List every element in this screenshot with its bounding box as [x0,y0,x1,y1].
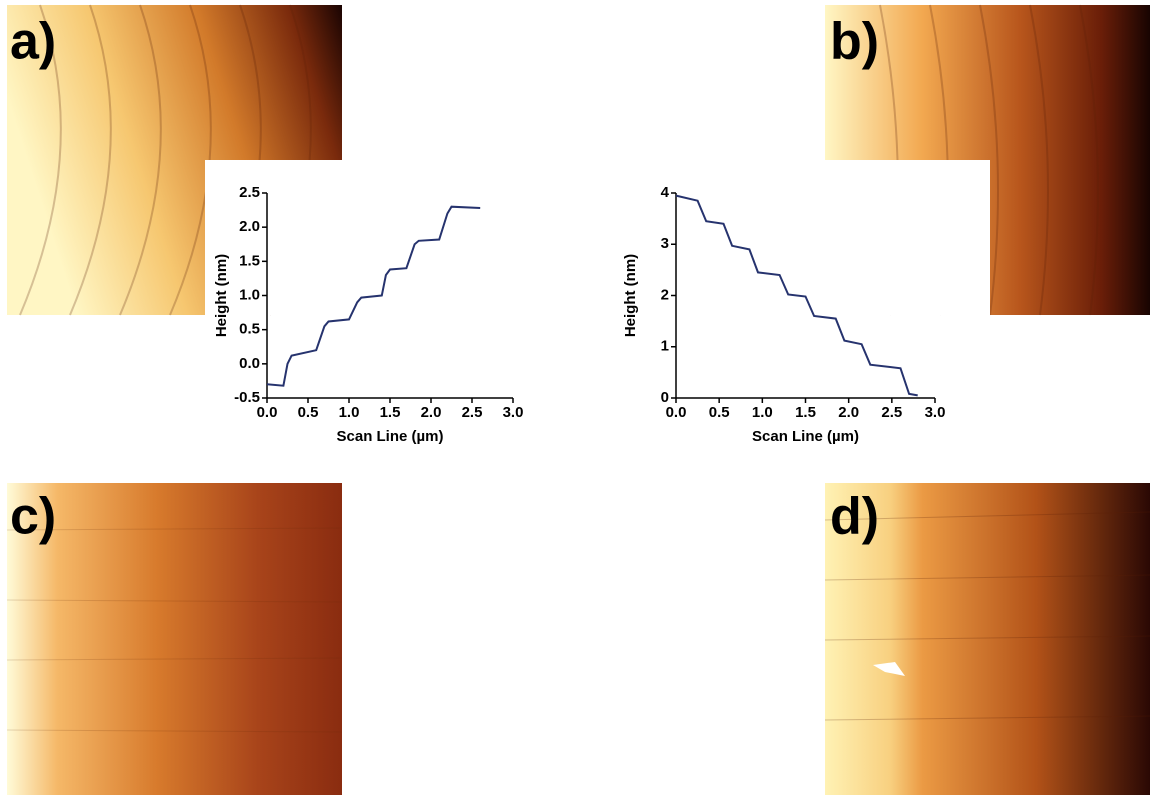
panel-label: a) [10,13,56,71]
bright-spot [873,662,905,676]
inset-background [825,160,990,315]
x-tick-label: 2.0 [838,404,859,421]
x-tick-label: 1.5 [795,404,816,421]
profile-line [675,194,918,397]
x-tick-label: 0.0 [257,404,278,421]
y-tick-label: 1 [661,338,669,355]
y-tick-label: 0.0 [239,355,260,372]
y-tick-label: 2.0 [239,218,260,235]
y-tick-label: 0.5 [239,321,260,338]
x-tick-label: 0.5 [709,404,730,421]
afm-image-d [824,483,1151,795]
y-tick-label: 3 [661,235,669,252]
y-tick-label: 0 [661,389,669,406]
x-tick-label: 1.0 [752,404,773,421]
x-tick-label: 2.5 [881,404,902,421]
x-tick-label: 0.5 [298,404,319,421]
x-tick-label: 1.0 [339,404,360,421]
panel-label: d) [830,488,879,546]
x-tick-label: 1.5 [380,404,401,421]
x-tick-label: 3.0 [925,404,946,421]
x-tick-label: 2.5 [462,404,483,421]
panel-label: b) [830,13,879,71]
y-tick-label: 2 [661,286,669,303]
afm-image-c [6,483,343,795]
y-tick-label: 4 [661,184,670,201]
x-tick-label: 2.0 [421,404,442,421]
y-axis-title: Height (nm) [622,254,639,337]
y-tick-label: 2.5 [239,184,260,201]
x-tick-label: 0.0 [666,404,687,421]
y-axis-title: Height (nm) [213,254,230,337]
y-tick-label: 1.5 [239,252,260,269]
inset-background [205,160,342,315]
profile-line [266,205,481,387]
panel-label: c) [10,488,56,546]
x-axis-title: Scan Line (µm) [337,428,444,445]
y-tick-label: 1.0 [239,286,260,303]
x-axis-title: Scan Line (µm) [752,428,859,445]
y-tick-label: -0.5 [234,389,260,406]
x-tick-label: 3.0 [503,404,524,421]
